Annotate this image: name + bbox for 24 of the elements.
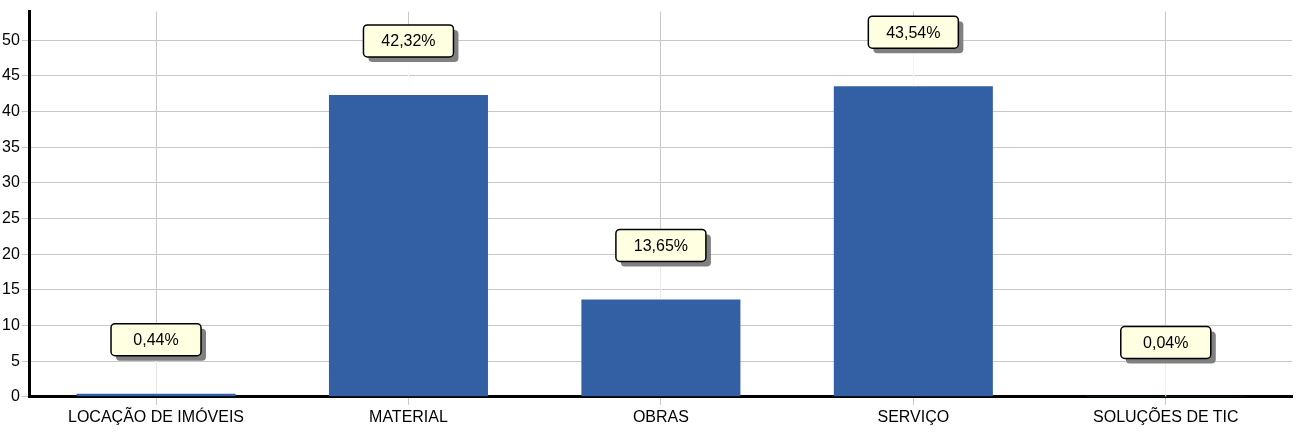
y-tick-label: 20: [2, 244, 20, 262]
data-label: 13,65%: [633, 236, 689, 254]
y-tick-label: 25: [2, 208, 20, 226]
x-tick-label: LOCAÇÃO DE IMÓVEIS: [67, 405, 245, 425]
x-tick-label: SERVIÇO: [877, 407, 950, 425]
y-tick-label: 40: [2, 101, 20, 119]
data-label: 42,32%: [381, 32, 436, 50]
bar: [833, 86, 993, 397]
x-tick-label: SOLUÇÕES DE TIC: [1093, 405, 1239, 425]
data-label: 0,04%: [1143, 333, 1189, 351]
y-tick-label: 50: [2, 30, 20, 48]
data-label: 0,44%: [133, 331, 179, 349]
y-tick-label: 15: [2, 280, 20, 298]
y-tick-label: 10: [2, 315, 20, 333]
x-tick-label: MATERIAL: [369, 407, 448, 425]
y-tick-label: 30: [2, 173, 20, 191]
x-tick-label: OBRAS: [632, 407, 689, 425]
y-tick-label: 0: [10, 387, 20, 405]
y-tick-label: 35: [2, 137, 20, 155]
y-tick-label: 45: [2, 66, 20, 84]
bar: [581, 299, 741, 397]
bar: [328, 94, 488, 397]
y-tick-label: 5: [10, 351, 20, 369]
data-label: 43,54%: [886, 23, 941, 41]
